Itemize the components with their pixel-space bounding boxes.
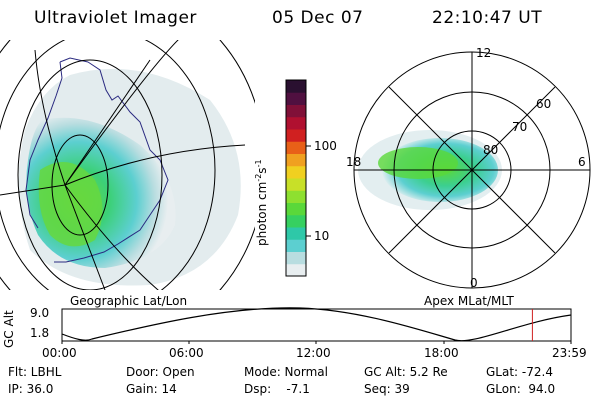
colorbar-cell bbox=[286, 202, 306, 216]
info-door: Door: Open bbox=[126, 365, 195, 379]
alt-xtick-2: 12:00 bbox=[296, 346, 331, 360]
altitude-curve bbox=[61, 307, 572, 342]
lat-label-70: 70 bbox=[512, 120, 528, 134]
time-label: 22:10:47 UT bbox=[432, 8, 543, 28]
info-glat: GLat: -72.4 bbox=[486, 365, 553, 379]
colorbar-tick-10: 10 bbox=[314, 229, 330, 243]
instrument-title: Ultraviolet Imager bbox=[34, 8, 197, 28]
colorbar bbox=[285, 79, 311, 277]
alt-xtick-0: 00:00 bbox=[42, 346, 77, 360]
colorbar-cell bbox=[286, 190, 306, 203]
polar-map-caption: Apex MLat/MLT bbox=[424, 294, 514, 308]
lat-label-80: 80 bbox=[483, 143, 499, 157]
alt-xtick-3: 18:00 bbox=[424, 346, 459, 360]
colorbar-cell bbox=[286, 80, 306, 93]
geographic-map bbox=[0, 40, 255, 290]
colorbar-cell bbox=[286, 165, 306, 179]
colorbar-cell bbox=[286, 141, 306, 154]
colorbar-cell bbox=[286, 227, 306, 240]
info-ip: IP: 36.0 bbox=[8, 382, 54, 396]
colorbar-cell bbox=[286, 214, 306, 228]
colorbar-cell bbox=[286, 239, 306, 252]
mlt-label-18: 18 bbox=[346, 155, 362, 169]
lat-label-60: 60 bbox=[536, 97, 552, 111]
alt-ylabel: GC Alt bbox=[2, 310, 16, 348]
colorbar-cell bbox=[286, 92, 306, 105]
info-seq: Seq: 39 bbox=[364, 382, 410, 396]
mlt-label-12: 12 bbox=[476, 46, 492, 60]
info-glon: GLon: 94.0 bbox=[486, 382, 556, 396]
colorbar-unit-label: photon cm-2s-1 bbox=[254, 159, 269, 246]
colorbar-cell bbox=[286, 129, 306, 142]
info-mode: Mode: Normal bbox=[244, 365, 328, 379]
alt-xtick-1: 06:00 bbox=[169, 346, 204, 360]
colorbar-cell bbox=[286, 251, 306, 265]
info-flt: Flt: LBHL bbox=[8, 365, 62, 379]
colorbar-cell bbox=[286, 116, 306, 130]
date-label: 05 Dec 07 bbox=[272, 8, 364, 28]
alt-ytick-min: 1.8 bbox=[30, 326, 50, 340]
mlt-label-0: 0 bbox=[470, 276, 478, 290]
alt-xtick-4: 23:59 bbox=[552, 346, 587, 360]
geo-aurora-core bbox=[38, 162, 103, 247]
altitude-plot bbox=[61, 307, 572, 344]
colorbar-tick-100: 100 bbox=[314, 139, 337, 153]
alt-ytick-max: 9.0 bbox=[30, 306, 50, 320]
mlt-label-6: 6 bbox=[578, 155, 586, 169]
info-dsp: Dsp: -7.1 bbox=[244, 382, 310, 396]
colorbar-cell bbox=[286, 104, 306, 118]
colorbar-cell bbox=[286, 263, 306, 277]
geo-map-caption: Geographic Lat/Lon bbox=[70, 294, 188, 308]
colorbar-cell bbox=[286, 153, 306, 167]
polar-map bbox=[353, 51, 591, 289]
polar-aurora-core bbox=[378, 147, 458, 179]
info-gain: Gain: 14 bbox=[126, 382, 177, 396]
colorbar-cell bbox=[286, 178, 306, 191]
info-gcalt: GC Alt: 5.2 Re bbox=[364, 365, 448, 379]
